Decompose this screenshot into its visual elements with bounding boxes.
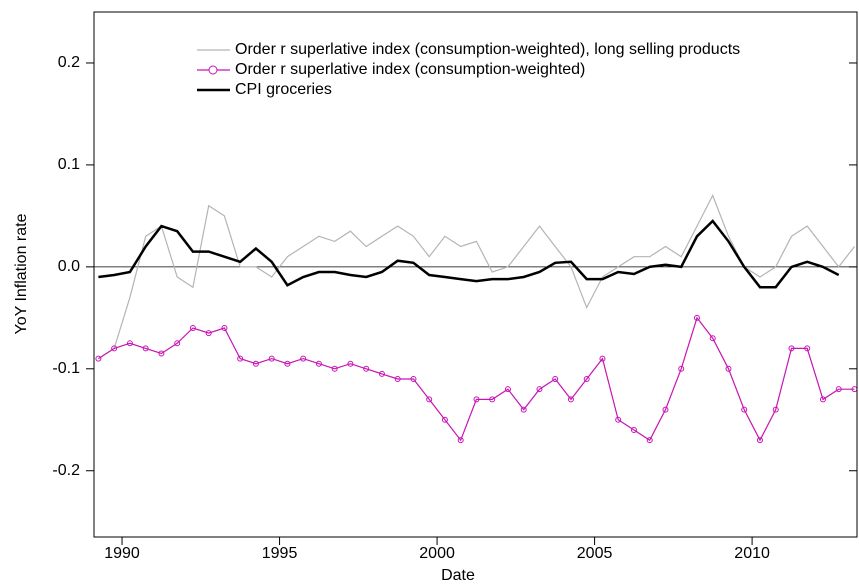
marker [111, 345, 118, 352]
series-line [98, 194, 855, 360]
marker [363, 365, 370, 372]
marker [504, 386, 511, 393]
marker [520, 406, 527, 413]
legend-label: Order r superlative index (consumption-w… [235, 41, 740, 58]
x-tick-label: 1995 [262, 545, 298, 562]
marker [552, 375, 559, 382]
marker [599, 355, 606, 362]
marker [426, 396, 433, 403]
marker [662, 406, 669, 413]
marker [788, 345, 795, 352]
marker [331, 365, 338, 372]
y-tick-label: -0.1 [52, 360, 80, 377]
series-line [98, 316, 855, 442]
marker [835, 386, 842, 393]
marker [410, 375, 417, 382]
y-tick-label: 0.2 [58, 54, 80, 71]
marker [252, 360, 259, 367]
marker [819, 396, 826, 403]
marker [126, 340, 133, 347]
marker [536, 386, 543, 393]
legend-label: Order r superlative index (consumption-w… [235, 61, 585, 78]
x-axis-label: Date [441, 567, 475, 584]
marker [741, 406, 748, 413]
marker [725, 365, 732, 372]
marker [142, 345, 149, 352]
marker [583, 375, 590, 382]
marker [394, 375, 401, 382]
series-line [98, 219, 840, 289]
marker [441, 416, 448, 423]
marker [95, 355, 102, 362]
plot-frame [93, 11, 858, 538]
marker [158, 350, 165, 357]
marker [347, 360, 354, 367]
marker [189, 325, 196, 332]
x-tick-label: 2005 [577, 545, 613, 562]
x-tick-label: 2010 [734, 545, 770, 562]
y-tick-label: 0.0 [58, 258, 80, 275]
marker [300, 355, 307, 362]
marker [804, 345, 811, 352]
marker [489, 396, 496, 403]
y-tick-label: -0.2 [52, 462, 80, 479]
marker [284, 360, 291, 367]
marker [567, 396, 574, 403]
marker [630, 426, 637, 433]
marker [772, 406, 779, 413]
x-tick-label: 2000 [419, 545, 455, 562]
y-axis-label: YoY Inflation rate [13, 213, 30, 334]
y-tick-label: 0.1 [58, 156, 80, 173]
marker [473, 396, 480, 403]
marker [678, 365, 685, 372]
marker [315, 360, 322, 367]
x-tick-label: 1990 [104, 545, 140, 562]
marker [615, 416, 622, 423]
marker [709, 335, 716, 342]
marker [268, 355, 275, 362]
legend-marker [208, 65, 218, 75]
marker [756, 437, 763, 444]
marker [378, 370, 385, 377]
marker [457, 437, 464, 444]
legend-label: CPI groceries [235, 81, 332, 98]
marker [205, 330, 212, 337]
marker [174, 340, 181, 347]
marker [693, 314, 700, 321]
marker [646, 437, 653, 444]
marker [237, 355, 244, 362]
marker [221, 325, 228, 332]
